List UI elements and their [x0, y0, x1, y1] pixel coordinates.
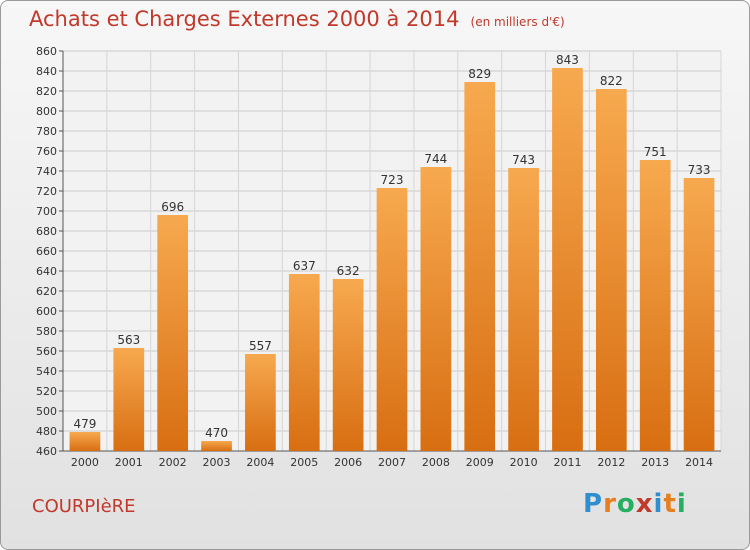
bar-layer	[69, 68, 715, 451]
value-label-2000: 479	[73, 417, 96, 431]
value-label-2005: 637	[293, 259, 316, 273]
y-tick-label: 480	[36, 425, 57, 438]
value-label-2007: 723	[381, 173, 404, 187]
value-label-2011: 843	[556, 53, 579, 67]
y-tick-label: 700	[36, 205, 57, 218]
logo-letter: r	[603, 489, 617, 519]
x-tick-label-2014: 2014	[685, 456, 713, 469]
bar-2009	[464, 82, 496, 451]
x-tick-label-2005: 2005	[290, 456, 318, 469]
y-tick-label: 680	[36, 225, 57, 238]
x-tick-label-2001: 2001	[115, 456, 143, 469]
value-label-2013: 751	[644, 145, 667, 159]
value-label-2014: 733	[688, 163, 711, 177]
bar-2002	[157, 215, 189, 451]
bar-2010	[508, 168, 539, 451]
value-label-2008: 744	[424, 152, 447, 166]
y-tick-label: 800	[36, 105, 57, 118]
y-tick-label: 460	[36, 445, 57, 458]
y-tick-label: 600	[36, 305, 57, 318]
commune-name: COURPIèRE	[32, 496, 136, 517]
y-tick-label: 840	[36, 65, 57, 78]
x-tick-label-2002: 2002	[159, 456, 187, 469]
y-tick-label: 740	[36, 165, 57, 178]
x-tick-label-2013: 2013	[641, 456, 669, 469]
bar-2014	[683, 178, 715, 451]
bar-2007	[376, 188, 408, 451]
x-tick-label-2000: 2000	[71, 456, 99, 469]
y-tick-label: 660	[36, 245, 57, 258]
y-tick-label: 640	[36, 265, 57, 278]
bar-2008	[420, 167, 452, 451]
value-label-2009: 829	[468, 67, 491, 81]
logo-letter: t	[663, 489, 677, 519]
bar-2011	[552, 68, 583, 451]
y-tick-label: 500	[36, 405, 57, 418]
x-tick-label-2004: 2004	[246, 456, 274, 469]
title-row: Achats et Charges Externes 2000 à 2014 (…	[29, 7, 565, 31]
label-layer: 479 2000 563 2001 696 2002 470 2003 557 2004 637 20…	[71, 53, 713, 469]
y-tick-label: 860	[36, 45, 57, 58]
bar-2004	[245, 354, 276, 451]
x-tick-label-2011: 2011	[553, 456, 581, 469]
y-tick-label: 520	[36, 385, 57, 398]
y-tick-label: 760	[36, 145, 57, 158]
y-tick-label: 580	[36, 325, 57, 338]
logo-letter: o	[616, 489, 636, 519]
value-label-2001: 563	[117, 333, 140, 347]
y-tick-label: 720	[36, 185, 57, 198]
logo-letter: x	[635, 489, 654, 519]
bar-2006	[332, 279, 364, 451]
x-tick-label-2009: 2009	[466, 456, 494, 469]
logo-letter: P	[583, 489, 604, 519]
x-tick-label-2007: 2007	[378, 456, 406, 469]
x-tick-label-2012: 2012	[597, 456, 625, 469]
y-tick-label: 560	[36, 345, 57, 358]
value-label-2003: 470	[205, 426, 228, 440]
y-tick-label: 780	[36, 125, 57, 138]
chart-unit: (en milliers d'€)	[470, 15, 565, 29]
chart-title: Achats et Charges Externes 2000 à 2014	[29, 7, 460, 31]
x-tick-label-2003: 2003	[203, 456, 231, 469]
bar-2012	[595, 89, 627, 451]
bar-2003	[201, 441, 232, 451]
value-label-2006: 632	[337, 264, 360, 278]
x-tick-label-2010: 2010	[510, 456, 538, 469]
logo-letter: i	[676, 489, 687, 519]
value-label-2012: 822	[600, 74, 623, 88]
proxiti-logo: Proxiti	[583, 489, 687, 519]
x-tick-label-2008: 2008	[422, 456, 450, 469]
value-label-2002: 696	[161, 200, 184, 214]
bar-2001	[113, 348, 145, 451]
y-tick-label: 620	[36, 285, 57, 298]
value-label-2004: 557	[249, 339, 272, 353]
bar-2000	[69, 432, 101, 451]
x-tick-label-2006: 2006	[334, 456, 362, 469]
value-label-2010: 743	[512, 153, 535, 167]
bar-2013	[639, 160, 671, 451]
bar-2005	[288, 274, 320, 451]
y-tick-label: 820	[36, 85, 57, 98]
logo-letter: i	[653, 489, 664, 519]
y-tick-label: 540	[36, 365, 57, 378]
